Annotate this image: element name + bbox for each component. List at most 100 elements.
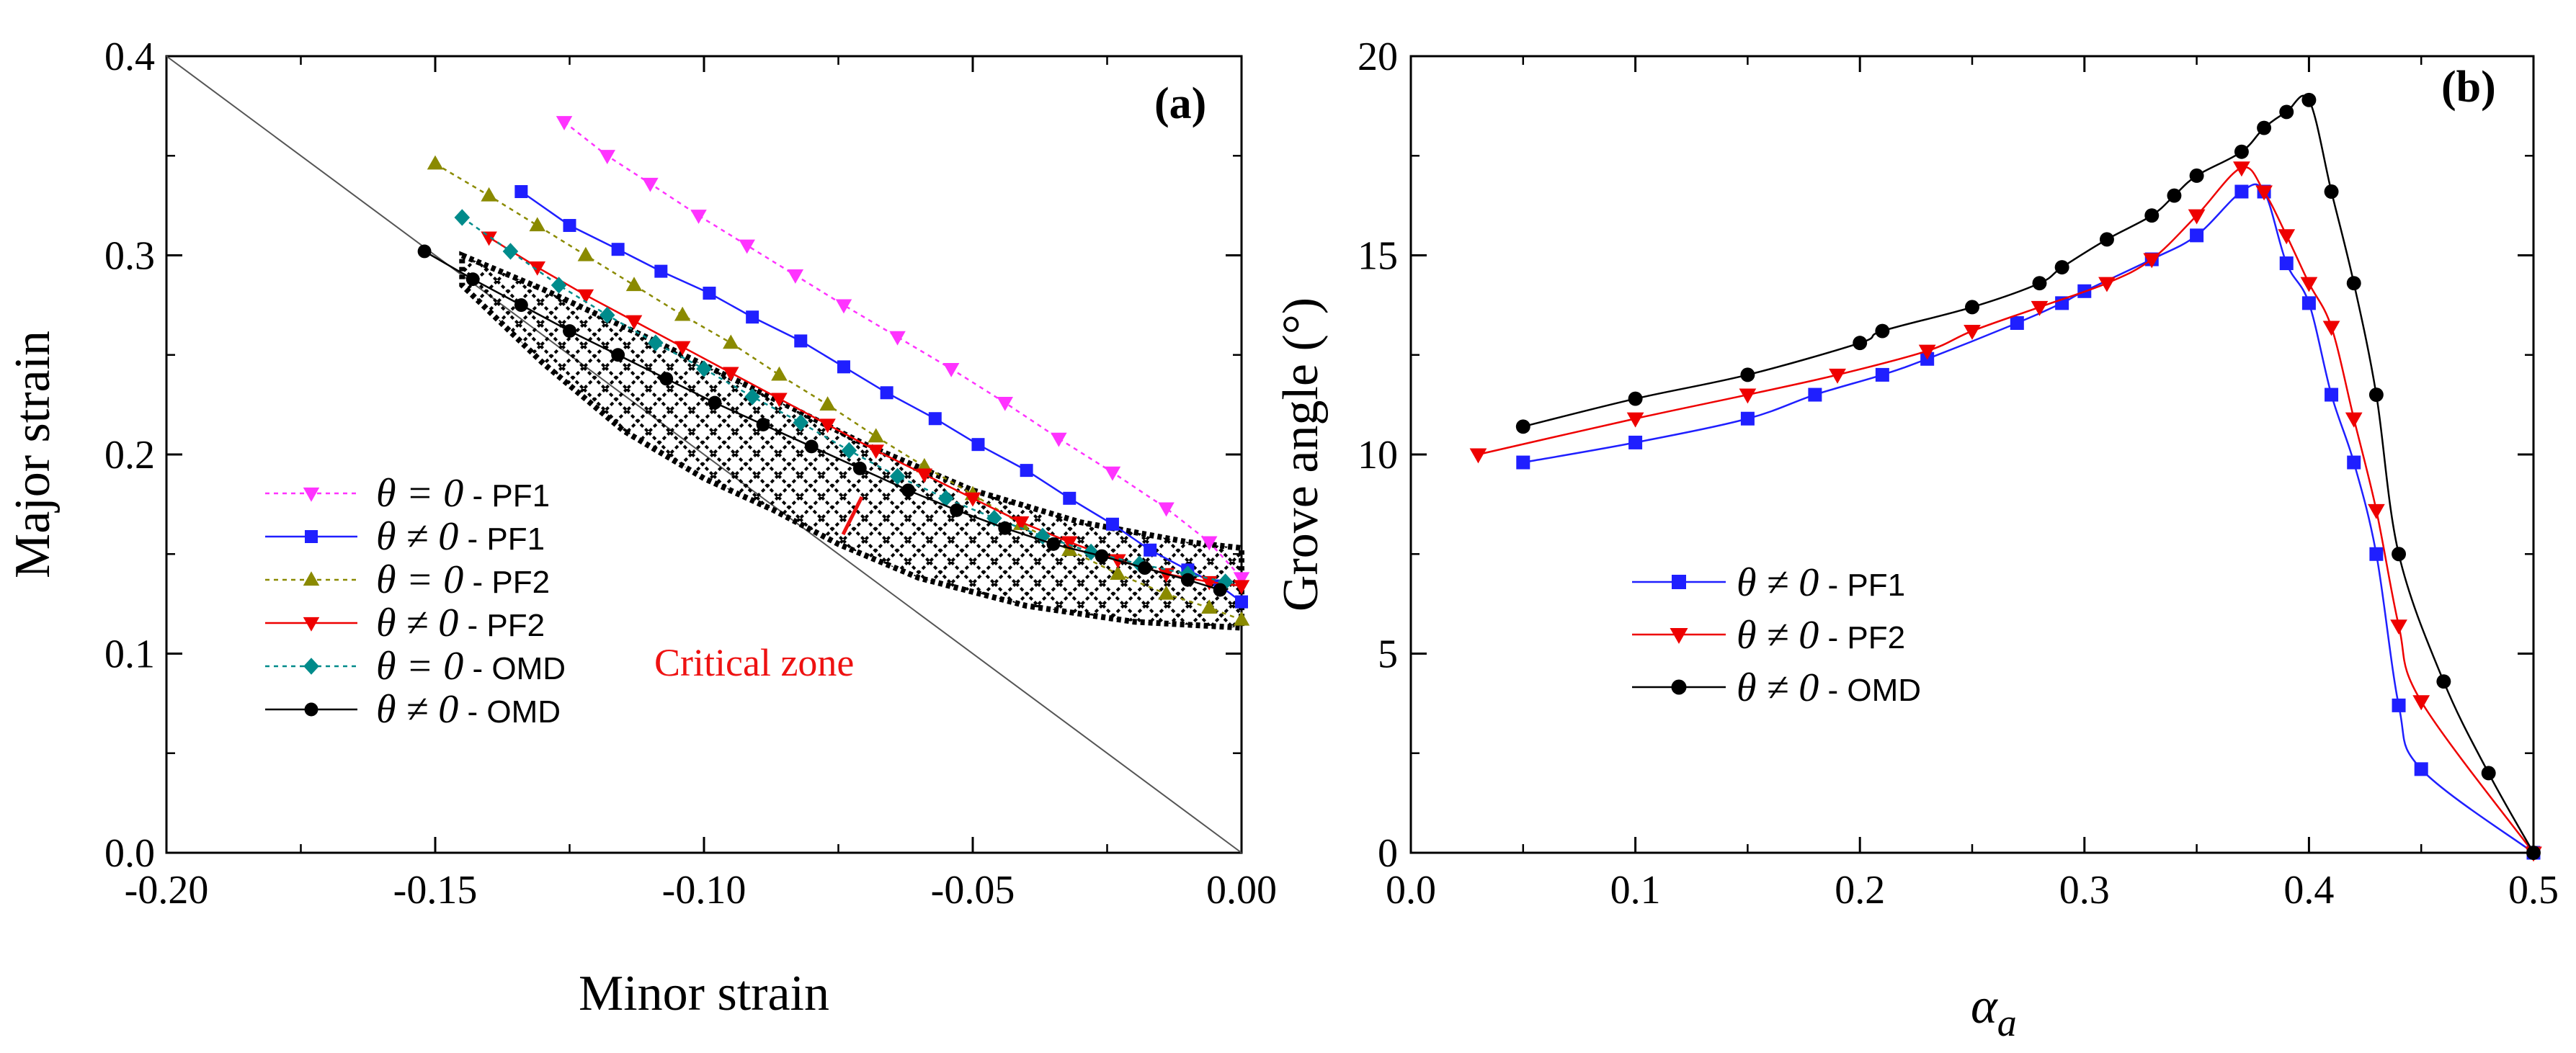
- panel-a-data-point: [625, 277, 643, 292]
- legend-suffix: - PF2: [1819, 620, 1905, 655]
- panel-b-ytick-label: 15: [1358, 234, 1398, 279]
- panel-a-legend-entry: θ = 0 - OMD: [376, 644, 566, 689]
- panel-a-data-point: [674, 306, 691, 321]
- panel-b-data-point: [1875, 323, 1890, 339]
- panel-a-series: [417, 116, 1250, 626]
- panel-a-legend-marker: [303, 617, 320, 632]
- panel-a-data-point: [971, 438, 985, 452]
- legend-suffix: - OMD: [1819, 673, 1921, 708]
- panel-b-data-point: [2190, 228, 2204, 243]
- panel-a-data-point: [599, 306, 615, 324]
- panel-a-data-point: [901, 483, 915, 498]
- panel-a-data-point: [998, 521, 1012, 535]
- legend-theta: θ ≠ 0: [1737, 560, 1819, 605]
- panel-a-data-point: [1233, 611, 1250, 626]
- legend-theta: θ ≠ 0: [376, 601, 458, 645]
- panel-b-ytick-label: 20: [1358, 35, 1398, 79]
- legend-suffix: - OMD: [458, 694, 561, 730]
- panel-b-data-point: [2390, 619, 2407, 635]
- panel-b-chart: 0.0 0.1 0.2 0.3 0.4 0.5 0 5 10 15 20 (b) Grove ang…: [1273, 35, 2559, 1044]
- panel-a-ytick-label: 0.1: [104, 632, 155, 677]
- panel-a-data-point: [1180, 573, 1195, 587]
- panel-b-data-point: [2526, 846, 2541, 860]
- panel-b-data-point: [1626, 412, 1644, 428]
- panel-b-ytick-label: 0: [1378, 831, 1398, 876]
- legend-theta: θ ≠ 0: [1737, 613, 1819, 658]
- panel-b-data-point: [1739, 388, 1757, 404]
- panel-a-data-point: [1051, 432, 1067, 447]
- panel-a-data-point: [916, 468, 933, 483]
- panel-a-data-point: [599, 150, 615, 164]
- panel-b-xtick-label: 0.3: [2059, 868, 2110, 913]
- panel-b-data-point: [2279, 256, 2294, 271]
- panel-b-data-point: [2144, 208, 2160, 223]
- panel-a-data-point: [427, 155, 444, 170]
- panel-b-data-point: [1516, 455, 1530, 470]
- panel-b-data-point: [1740, 411, 1755, 426]
- panel-a-series-line: [563, 121, 1242, 579]
- panel-a-data-point: [1158, 502, 1175, 517]
- panel-a-series-line: [434, 163, 1242, 621]
- panel-a-legend-marker: [305, 530, 318, 543]
- panel-a-data-point: [997, 397, 1014, 411]
- panel-a-xlabel: Minor strain: [579, 966, 829, 1021]
- panel-a-data-point: [746, 310, 759, 324]
- panel-b-series-2: [1515, 92, 2541, 860]
- panel-b-ticks: 0.0 0.1 0.2 0.3 0.4 0.5 0 5 10 15 20: [1358, 35, 2559, 913]
- panel-a-data-point: [514, 185, 528, 199]
- panel-b-series-line: [1478, 166, 2535, 853]
- panel-a-series-line: [424, 250, 1221, 591]
- panel-a-data-point: [648, 334, 664, 351]
- panel-b-data-point: [2368, 387, 2384, 403]
- panel-b-xtick-label: 0.5: [2508, 868, 2559, 913]
- panel-a-legend-marker: [303, 487, 320, 502]
- panel-b-xlabel: αa: [1971, 979, 2017, 1044]
- legend-theta: θ ≠ 0: [376, 514, 458, 559]
- legend-suffix: - PF1: [463, 478, 550, 514]
- panel-b-data-point: [2300, 277, 2318, 292]
- panel-a-data-point: [481, 231, 497, 246]
- panel-b-data-point: [2257, 120, 2272, 135]
- panel-a-data-point: [625, 315, 643, 330]
- panel-a-data-point: [819, 418, 836, 434]
- panel-a-series-0: [556, 116, 1250, 587]
- panel-b-data-point: [2255, 185, 2273, 201]
- critical-zone-label: Critical zone: [654, 641, 854, 684]
- panel-b-xtick-label: 0.2: [1835, 868, 1885, 913]
- panel-a-legend-entry: θ ≠ 0 - PF2: [376, 601, 545, 645]
- panel-a-legend-entry: θ ≠ 0 - OMD: [376, 687, 561, 732]
- panel-b-data-point: [1875, 367, 1889, 382]
- panel-b-data-point: [2301, 296, 2316, 310]
- panel-b-data-point: [2301, 92, 2317, 107]
- panel-a-data-point: [1158, 585, 1175, 600]
- legend-theta: θ ≠ 0: [376, 687, 458, 732]
- panel-b-legend-entry: θ ≠ 0 - PF2: [1737, 613, 1905, 658]
- panel-a-data-point: [787, 269, 804, 284]
- panel-a-data-point: [563, 324, 576, 339]
- panel-a-data-point: [942, 363, 960, 377]
- panel-a-data-point: [868, 428, 884, 443]
- panel-b-data-point: [1469, 448, 1487, 464]
- legend-suffix: - OMD: [463, 651, 566, 686]
- panel-b-series-0: [1516, 183, 2541, 860]
- panel-a-data-point: [465, 272, 480, 287]
- panel-b-data-point: [1628, 391, 1643, 406]
- panel-a-data-point: [771, 366, 788, 381]
- panel-b-data-point: [2167, 188, 2182, 203]
- panel-b-data-point: [2098, 277, 2116, 292]
- panel-a-data-point: [1046, 537, 1061, 551]
- panel-b-data-point: [1740, 367, 1755, 382]
- panel-b-xlabel-alpha: α: [1971, 979, 1998, 1034]
- panel-a-data-point: [723, 334, 739, 349]
- legend-theta: θ ≠ 0: [1737, 666, 1819, 710]
- panel-b-ylabel: Grove angle (°): [1273, 297, 1329, 611]
- panel-a-data-point: [1012, 516, 1030, 531]
- panel-a-data-point: [794, 334, 808, 348]
- panel-a-data-point: [804, 439, 819, 454]
- panel-b-data-point: [2010, 316, 2024, 331]
- panel-a-data-point: [1083, 543, 1099, 561]
- legend-theta: θ = 0: [376, 471, 463, 516]
- panel-a-ytick-label: 0.3: [104, 234, 155, 279]
- panel-a-xtick-label: -0.20: [125, 868, 209, 913]
- panel-a-data-point: [852, 461, 867, 475]
